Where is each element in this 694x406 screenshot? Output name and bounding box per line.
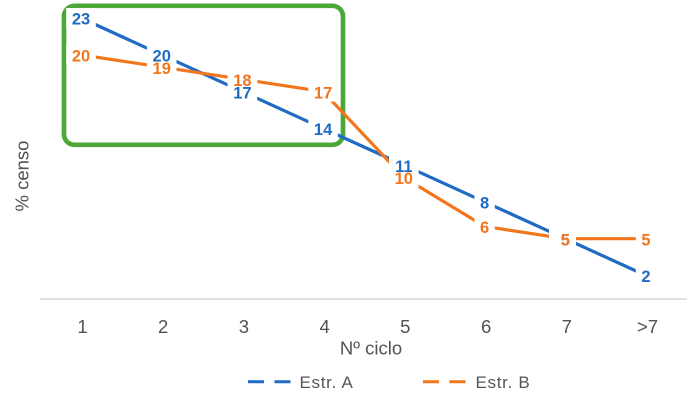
svg-text:Nº ciclo: Nº ciclo bbox=[340, 337, 402, 358]
svg-text:20: 20 bbox=[72, 48, 90, 66]
svg-text:8: 8 bbox=[480, 195, 489, 213]
svg-text:2: 2 bbox=[158, 316, 168, 337]
svg-text:10: 10 bbox=[395, 170, 413, 188]
svg-text:7: 7 bbox=[562, 316, 572, 337]
svg-text:14: 14 bbox=[314, 121, 333, 139]
svg-text:5: 5 bbox=[561, 231, 570, 249]
svg-text:6: 6 bbox=[480, 219, 489, 237]
svg-text:17: 17 bbox=[314, 84, 332, 102]
svg-text:Estr. B: Estr. B bbox=[476, 373, 531, 392]
svg-text:17: 17 bbox=[233, 84, 251, 102]
svg-text:19: 19 bbox=[153, 60, 171, 78]
svg-text:4: 4 bbox=[319, 316, 329, 337]
svg-text:6: 6 bbox=[481, 316, 491, 337]
svg-text:>7: >7 bbox=[637, 316, 658, 337]
svg-text:20: 20 bbox=[153, 48, 171, 66]
svg-text:1: 1 bbox=[77, 316, 87, 337]
svg-text:3: 3 bbox=[239, 316, 249, 337]
svg-text:5: 5 bbox=[400, 316, 410, 337]
svg-text:18: 18 bbox=[233, 72, 251, 90]
svg-text:5: 5 bbox=[561, 231, 570, 249]
svg-text:5: 5 bbox=[641, 231, 650, 249]
svg-text:% censo: % censo bbox=[12, 141, 33, 212]
svg-text:Estr. A: Estr. A bbox=[300, 373, 354, 392]
svg-text:23: 23 bbox=[72, 11, 90, 29]
svg-text:2: 2 bbox=[641, 268, 650, 286]
svg-text:11: 11 bbox=[395, 158, 412, 176]
